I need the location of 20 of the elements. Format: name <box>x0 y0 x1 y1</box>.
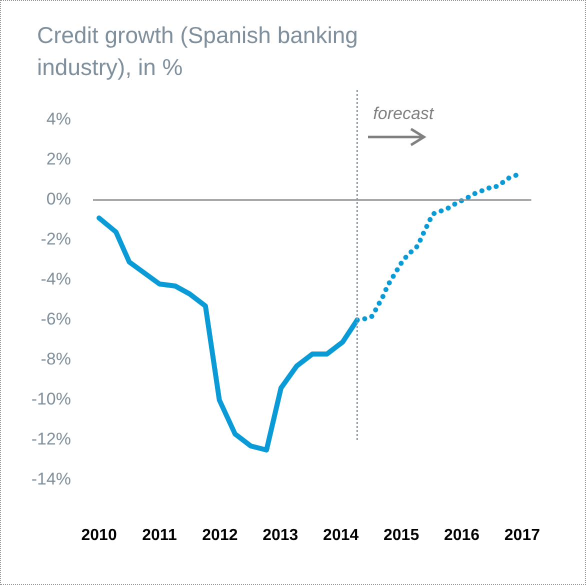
y-tick-label: -2% <box>40 230 71 249</box>
chart-title: Credit growth (Spanish banking industry), in % <box>37 21 359 82</box>
y-tick-label: 2% <box>46 150 71 169</box>
y-tick-label: -10% <box>31 390 71 409</box>
y-tick-label: 0% <box>46 190 71 209</box>
y-tick-label: -6% <box>40 310 71 329</box>
y-tick-label: -14% <box>31 470 71 489</box>
annotation: forecast <box>373 104 435 123</box>
x-tick-label: 2012 <box>202 527 238 544</box>
y-tick-label: -12% <box>31 430 71 449</box>
y-tick-label: -8% <box>40 350 71 369</box>
x-tick-label: 2011 <box>142 527 177 544</box>
x-tick-label: 2017 <box>504 527 540 544</box>
x-tick-label: 2015 <box>384 527 420 544</box>
y-tick-label: 4% <box>46 110 71 129</box>
x-tick-label: 2013 <box>262 527 298 544</box>
y-tick-label: -4% <box>40 270 71 289</box>
x-tick-label: 2010 <box>81 527 117 544</box>
x-tick-label: 2014 <box>323 527 359 544</box>
x-tick-label: 2016 <box>444 527 480 544</box>
